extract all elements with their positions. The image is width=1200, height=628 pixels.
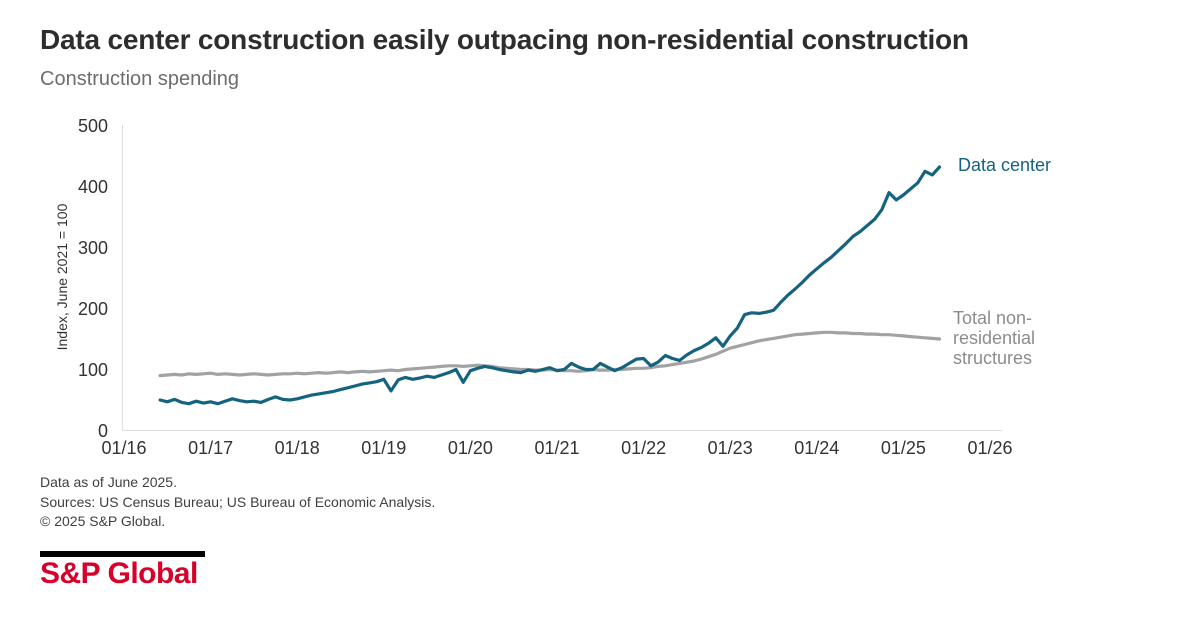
- page-subtitle: Construction spending: [40, 68, 240, 90]
- legend-label-total-non-residential: Total non-residential structures: [953, 308, 1036, 368]
- x-tick-label: 01/25: [880, 438, 926, 458]
- x-tick-label: 01/17: [188, 438, 234, 458]
- y-tick-label: 500: [77, 115, 108, 136]
- y-tick-label: 400: [77, 176, 108, 197]
- footer-notes: Data as of June 2025. Sources: US Census…: [40, 473, 435, 532]
- page-title: Data center construction easily outpacin…: [40, 24, 969, 55]
- x-tick-label: 01/26: [967, 438, 1013, 458]
- sp-global-logo-bar: [40, 551, 205, 557]
- x-tick-label: 01/22: [621, 438, 667, 458]
- legend-label-data-center: Data center: [958, 155, 1052, 175]
- footer-sources: Sources: US Census Bureau; US Bureau of …: [40, 493, 436, 510]
- x-tick-label: 01/21: [534, 438, 580, 458]
- data-center-line: [158, 165, 942, 406]
- total-non-residential-line: [158, 330, 942, 378]
- y-axis-title: Index, June 2021 = 100: [54, 203, 70, 351]
- x-tick-label: 01/19: [361, 438, 407, 458]
- x-tick-label: 01/16: [101, 438, 147, 458]
- x-tick-label: 01/18: [274, 438, 320, 458]
- chart-canvas: [122, 125, 1002, 431]
- x-tick-label: 01/20: [447, 438, 493, 458]
- sp-global-wordmark: S&P Global: [40, 557, 198, 590]
- footer-data-as-of: Data as of June 2025.: [40, 474, 177, 490]
- chart-plot-area: [122, 120, 1022, 431]
- x-tick-label: 01/23: [707, 438, 753, 458]
- y-tick-label: 100: [77, 359, 108, 380]
- y-tick-label: 0: [97, 420, 108, 441]
- footer-copyright: © 2025 S&P Global.: [40, 513, 166, 529]
- x-tick-label: 01/24: [794, 438, 840, 458]
